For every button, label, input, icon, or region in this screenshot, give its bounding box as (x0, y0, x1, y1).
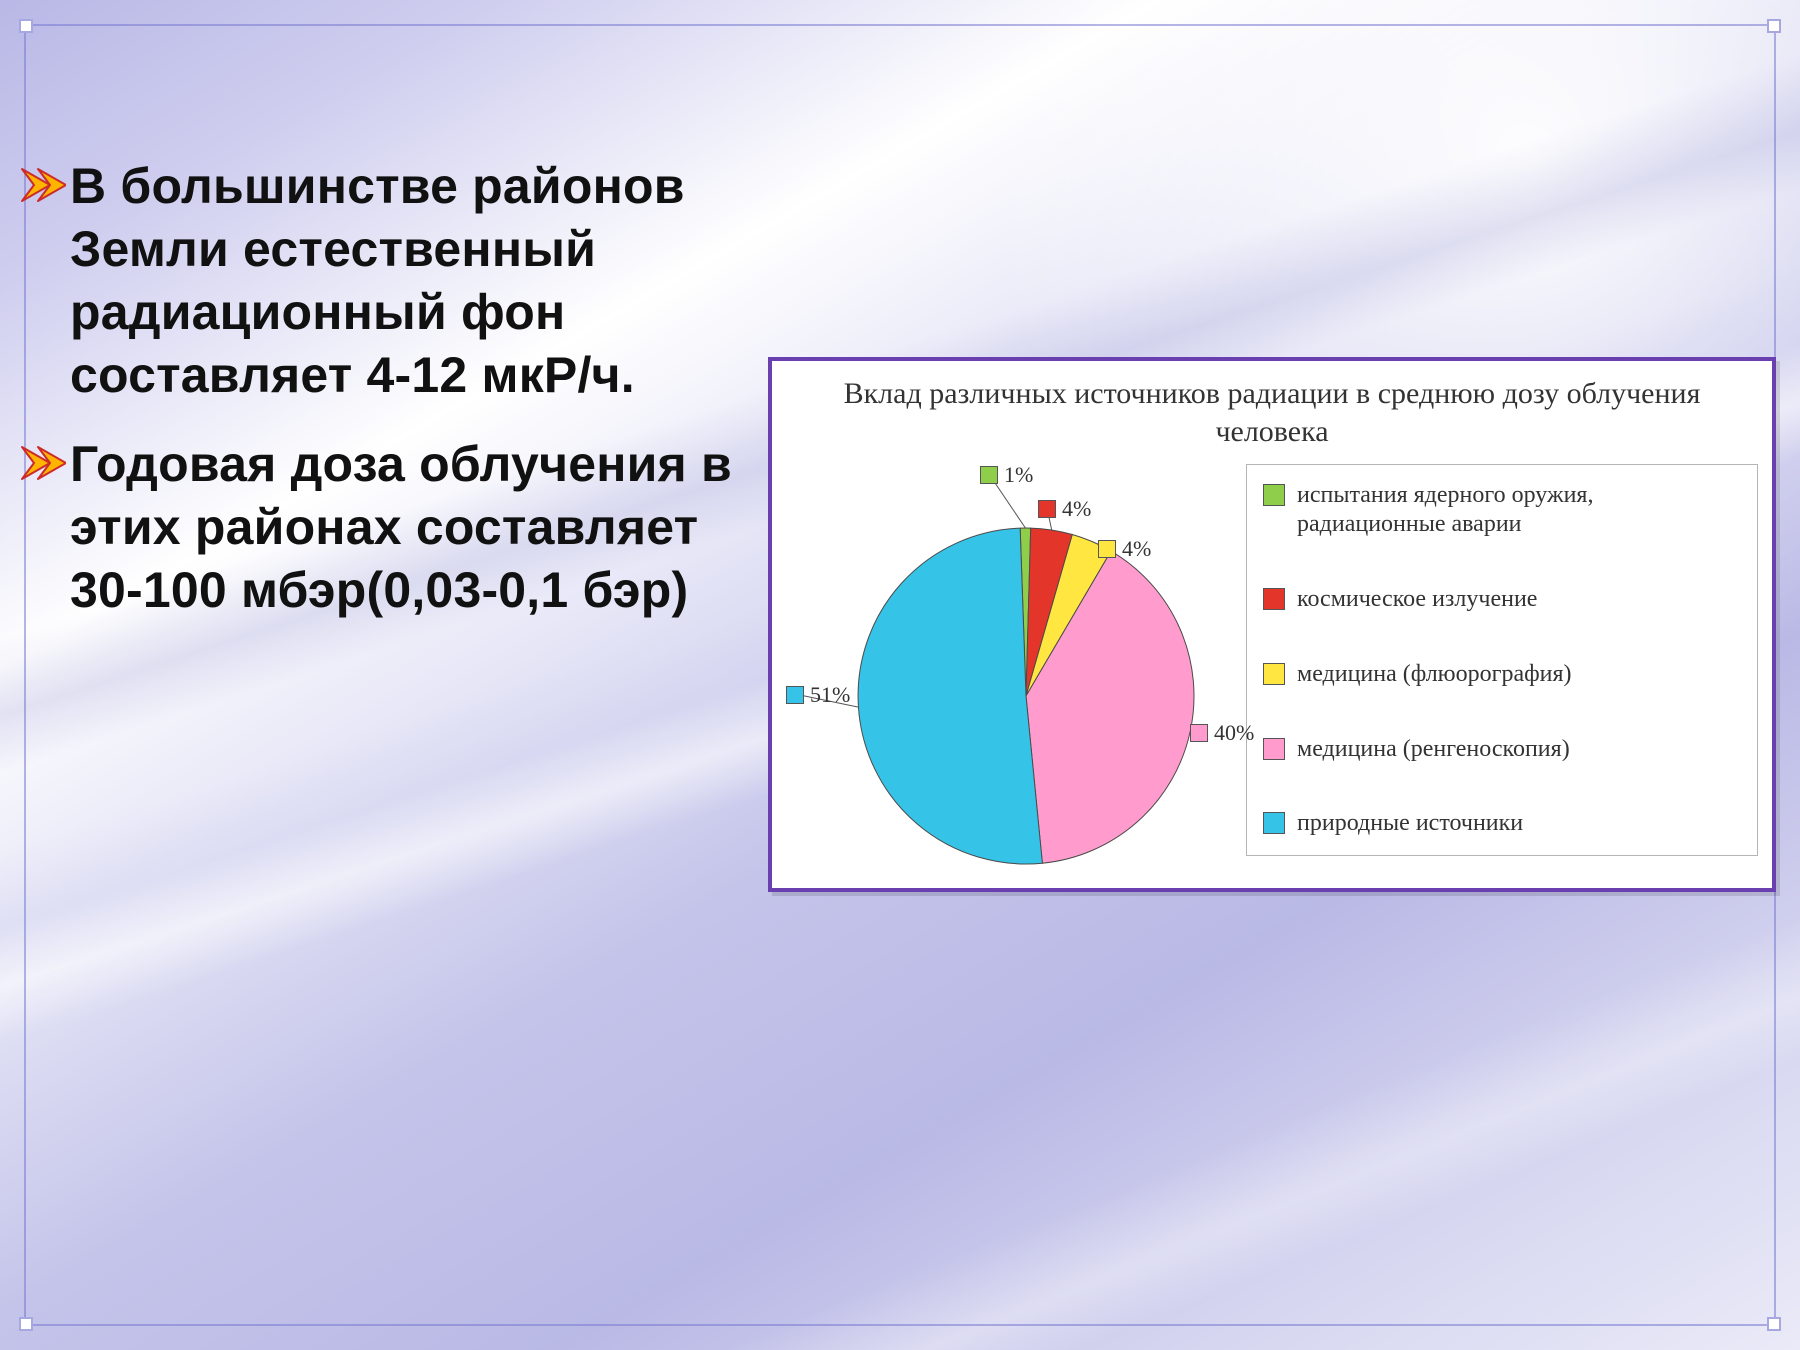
legend-item: космическое излучение (1263, 585, 1743, 614)
legend-item: медицина (ренгеноскопия) (1263, 735, 1743, 764)
frame-corner-icon (19, 1317, 33, 1331)
callout-label: 40% (1214, 720, 1254, 746)
legend-label: космическое излучение (1297, 585, 1537, 614)
bullet-arrow-icon (20, 165, 66, 205)
callout-nuclear: 1% (980, 462, 1033, 488)
legend-item: природные источники (1263, 809, 1743, 838)
callout-xray: 40% (1190, 720, 1254, 746)
chart-body: 1% 4% 4% 40% 51% (786, 458, 1758, 871)
callout-label: 4% (1122, 536, 1151, 562)
callout-label: 51% (810, 682, 850, 708)
bullet-item: В большинстве районов Земли естественный… (70, 155, 770, 407)
callout-label: 1% (1004, 462, 1033, 488)
legend-swatch-icon (1263, 812, 1285, 834)
legend-swatch-icon (1263, 663, 1285, 685)
callout-fluoro: 4% (1098, 536, 1151, 562)
legend-swatch-icon (1263, 588, 1285, 610)
pie-chart (786, 458, 1246, 878)
bullet-text: В большинстве районов Земли естественный… (70, 155, 770, 407)
bullet-list: В большинстве районов Земли естественный… (70, 155, 770, 648)
pie-slice-natural (858, 528, 1042, 864)
callout-swatch-icon (786, 686, 804, 704)
legend: испытания ядерного оружия, радиационные … (1246, 464, 1758, 856)
frame-corner-icon (1767, 19, 1781, 33)
callout-label: 4% (1062, 496, 1091, 522)
chart-title: Вклад различных источников радиации в ср… (816, 375, 1728, 452)
legend-label: медицина (ренгеноскопия) (1297, 735, 1570, 764)
legend-item: испытания ядерного оружия, радиационные … (1263, 481, 1743, 540)
pie-area: 1% 4% 4% 40% 51% (786, 458, 1246, 878)
callout-swatch-icon (1038, 500, 1056, 518)
legend-item: медицина (флюорография) (1263, 660, 1743, 689)
bullet-item: Годовая доза облучения в этих районах со… (70, 433, 770, 622)
callout-natural: 51% (786, 682, 850, 708)
legend-label: медицина (флюорография) (1297, 660, 1572, 689)
legend-label: природные источники (1297, 809, 1523, 838)
chart-panel: Вклад различных источников радиации в ср… (768, 357, 1776, 892)
bullet-text: Годовая доза облучения в этих районах со… (70, 433, 770, 622)
legend-swatch-icon (1263, 484, 1285, 506)
frame-corner-icon (19, 19, 33, 33)
bullet-arrow-icon (20, 443, 66, 483)
legend-label: испытания ядерного оружия, радиационные … (1297, 481, 1743, 540)
frame-corner-icon (1767, 1317, 1781, 1331)
callout-swatch-icon (980, 466, 998, 484)
legend-swatch-icon (1263, 738, 1285, 760)
callout-swatch-icon (1190, 724, 1208, 742)
slide: В большинстве районов Земли естественный… (0, 0, 1800, 1350)
callout-swatch-icon (1098, 540, 1116, 558)
callout-cosmic: 4% (1038, 496, 1091, 522)
